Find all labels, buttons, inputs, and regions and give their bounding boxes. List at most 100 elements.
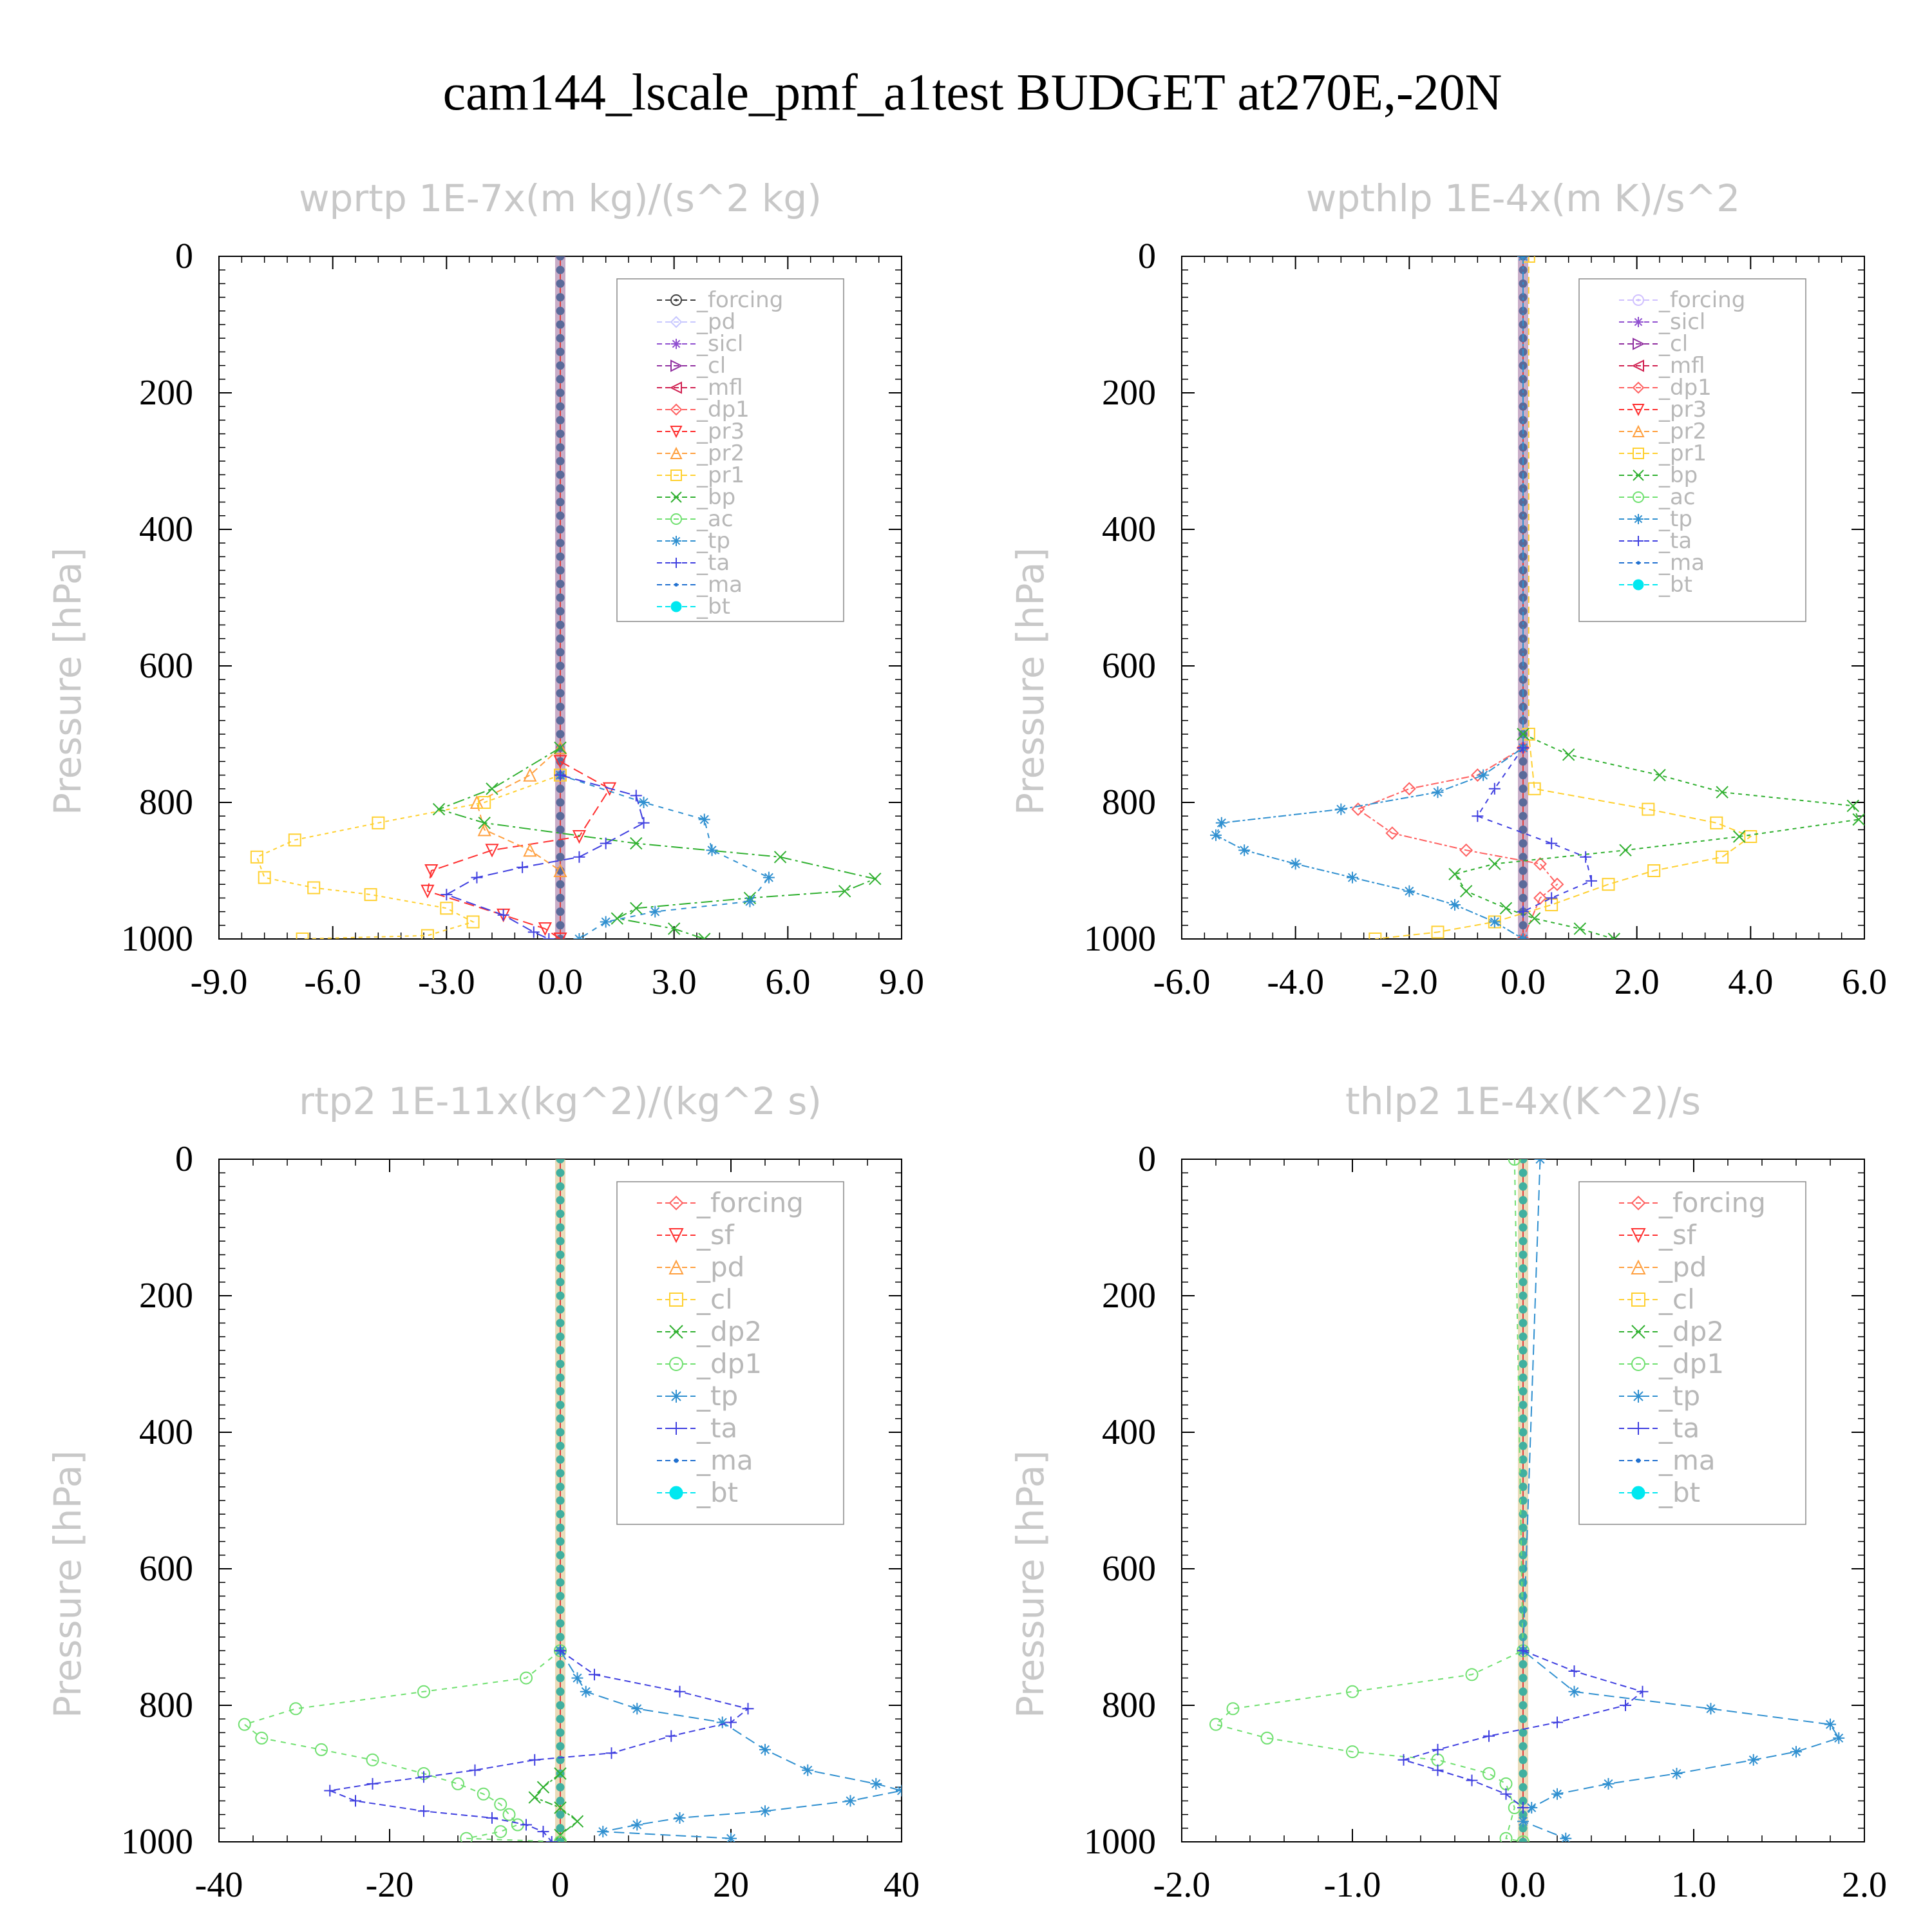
zero-profile-marker <box>1519 1305 1528 1314</box>
legend-label: _mfl <box>1658 353 1705 379</box>
legend-label: _dp2 <box>1658 1316 1724 1347</box>
zero-profile-marker <box>556 648 565 657</box>
data-point <box>571 1672 583 1684</box>
legend-marker <box>1631 1486 1645 1500</box>
zero-profile-marker <box>556 511 565 520</box>
data-point <box>1403 885 1416 897</box>
data-point <box>536 1781 550 1794</box>
data-point <box>466 915 480 929</box>
legend-item: _tp <box>1619 506 1692 532</box>
zero-profile-marker <box>556 347 565 356</box>
legend-marker <box>1632 1422 1645 1435</box>
zero-profile-marker <box>556 1633 565 1642</box>
zero-profile-marker <box>1519 757 1528 766</box>
zero-profile-marker <box>556 798 565 807</box>
zero-profile-marker <box>1519 1564 1528 1573</box>
data-point <box>307 881 321 895</box>
legend-label: _pd <box>696 1251 744 1283</box>
data-point <box>1636 1685 1649 1698</box>
data-point <box>1562 748 1575 761</box>
legend-label: _pd <box>696 309 735 335</box>
zero-profile-marker <box>1519 1660 1528 1669</box>
legend-marker <box>670 403 683 416</box>
y-tick-label: 400 <box>1102 509 1156 549</box>
series-ta <box>1397 1645 1649 1814</box>
legend-marker <box>1633 294 1644 306</box>
legend-marker <box>670 601 682 612</box>
zero-profile-marker <box>556 375 565 384</box>
zero-profile-marker <box>556 1359 565 1368</box>
x-tick-label: 20 <box>713 1865 749 1905</box>
legend-marker <box>670 316 683 328</box>
data-point <box>1260 1731 1274 1745</box>
data-point <box>1551 1716 1563 1728</box>
data-point <box>366 1753 379 1766</box>
legend-marker <box>669 381 682 394</box>
zero-profile-marker <box>556 853 565 862</box>
y-tick-label: 1000 <box>121 1822 193 1862</box>
legend-label: _dp1 <box>1658 375 1712 401</box>
legend-item: _pd <box>657 309 735 335</box>
data-point <box>572 830 587 844</box>
legend-marker <box>1631 1293 1645 1307</box>
data-point <box>1602 1777 1615 1790</box>
data-point <box>460 1832 473 1842</box>
data-point <box>478 796 491 809</box>
zero-profile-marker <box>556 1496 565 1505</box>
data-point <box>1568 1685 1580 1698</box>
legend-marker <box>1632 1390 1645 1403</box>
data-point <box>288 833 301 847</box>
legend-box <box>616 278 844 622</box>
legend-label: _ma <box>1658 1444 1716 1476</box>
data-point <box>554 1828 567 1842</box>
data-point <box>543 933 555 939</box>
plot-area <box>1210 256 1864 939</box>
zero-profile-marker <box>556 552 565 561</box>
data-point <box>1500 1788 1512 1800</box>
series-tp <box>1517 1159 1845 1842</box>
legend-item: _pr2 <box>657 440 744 466</box>
series-ta <box>324 1645 754 1842</box>
series-line <box>1401 1650 1644 1808</box>
data-point <box>486 782 498 795</box>
zero-profile-marker <box>556 607 565 616</box>
x-tick-label: 1.0 <box>1671 1865 1716 1905</box>
legend-item: _tp <box>657 528 730 554</box>
data-point <box>366 1777 379 1790</box>
series-dp2 <box>528 1767 584 1842</box>
legend-marker <box>1633 514 1643 524</box>
data-point <box>1517 742 1529 754</box>
y-tick-label: 200 <box>1102 373 1156 413</box>
zero-profile-marker <box>556 1305 565 1314</box>
zero-profile-marker <box>556 1660 565 1669</box>
data-point <box>315 1743 328 1756</box>
zero-profile-marker <box>556 415 565 424</box>
series-tp <box>1210 256 1529 939</box>
legend-marker <box>1632 424 1645 437</box>
data-point <box>667 922 681 935</box>
legend-label: _bt <box>1658 1477 1700 1508</box>
zero-profile-marker <box>1519 921 1528 930</box>
data-point <box>759 1743 771 1756</box>
series-line <box>1356 747 1558 939</box>
zero-profile-marker <box>1519 1591 1528 1600</box>
legend-marker <box>1636 561 1640 565</box>
zero-profile-marker <box>1519 1756 1528 1765</box>
legend-box <box>1578 278 1806 622</box>
data-point <box>477 822 491 837</box>
data-point <box>477 1787 490 1801</box>
zero-profile-marker <box>556 566 565 575</box>
data-point <box>665 1730 677 1742</box>
zero-profile-marker <box>1519 1250 1528 1259</box>
legend-item: _ma <box>1619 1444 1716 1476</box>
data-point <box>1833 1732 1845 1744</box>
data-point <box>502 1808 516 1821</box>
data-point <box>497 909 509 921</box>
data-point <box>1368 933 1382 939</box>
zero-profile-marker <box>1519 1359 1528 1368</box>
data-point <box>421 884 435 899</box>
legend-label: _forcing <box>1658 1187 1766 1218</box>
data-point <box>1499 1832 1513 1842</box>
data-point <box>1335 803 1347 815</box>
data-point <box>759 1805 771 1817</box>
